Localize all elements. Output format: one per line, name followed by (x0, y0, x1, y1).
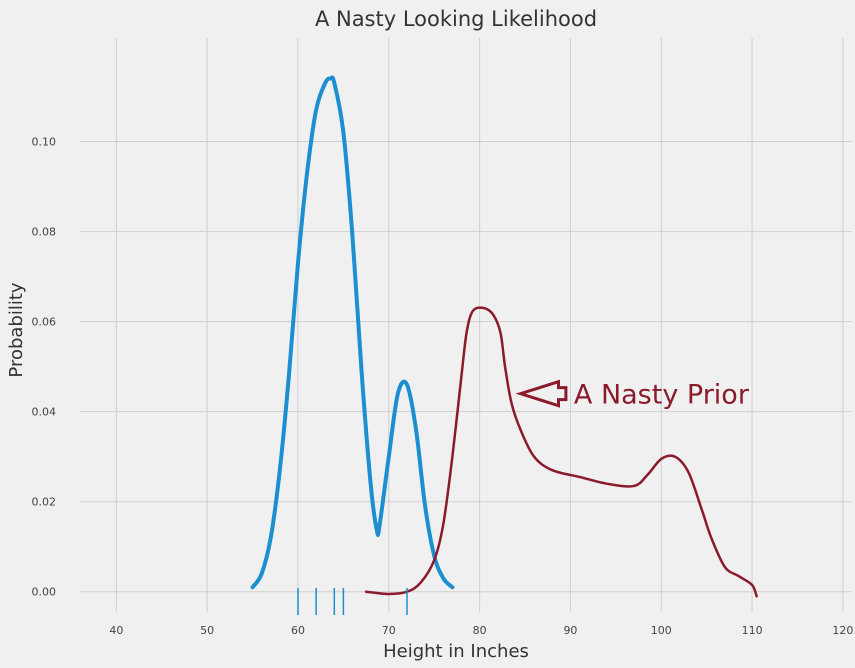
y-axis-label: Probability (6, 282, 27, 377)
annotation: A Nasty Prior (515, 379, 750, 411)
chart-title: A Nasty Looking Likelihood (315, 7, 597, 31)
x-tick-label: 90 (563, 624, 577, 637)
series-line (364, 306, 758, 598)
x-axis-label: Height in Inches (383, 641, 529, 662)
x-tick-label: 80 (473, 624, 487, 637)
x-tick-label: 100 (651, 624, 672, 637)
x-tick-label: 60 (291, 624, 305, 637)
plot-area (250, 75, 758, 598)
rug-marks (297, 588, 408, 615)
x-tick-label: 50 (200, 624, 214, 637)
y-tick-label: 0.02 (32, 496, 57, 509)
y-tick-label: 0.04 (32, 406, 57, 419)
series-line (250, 75, 455, 590)
annotation-arrow (515, 379, 568, 408)
x-tick-label: 40 (109, 624, 123, 637)
grid (80, 38, 852, 612)
y-tick-label: 0.08 (32, 226, 57, 239)
x-tick-label: 120 (832, 624, 853, 637)
x-tick-label: 70 (382, 624, 396, 637)
tick-labels: 40 50 60 70 80 90 100 110 120 0.00 0.02 0.04 0.06 0.0… (32, 136, 854, 637)
x-tick-label: 110 (742, 624, 763, 637)
y-tick-label: 0.00 (32, 586, 57, 599)
y-tick-label: 0.10 (32, 136, 57, 149)
y-tick-label: 0.06 (32, 316, 57, 329)
annotation-text: A Nasty Prior (574, 380, 750, 411)
